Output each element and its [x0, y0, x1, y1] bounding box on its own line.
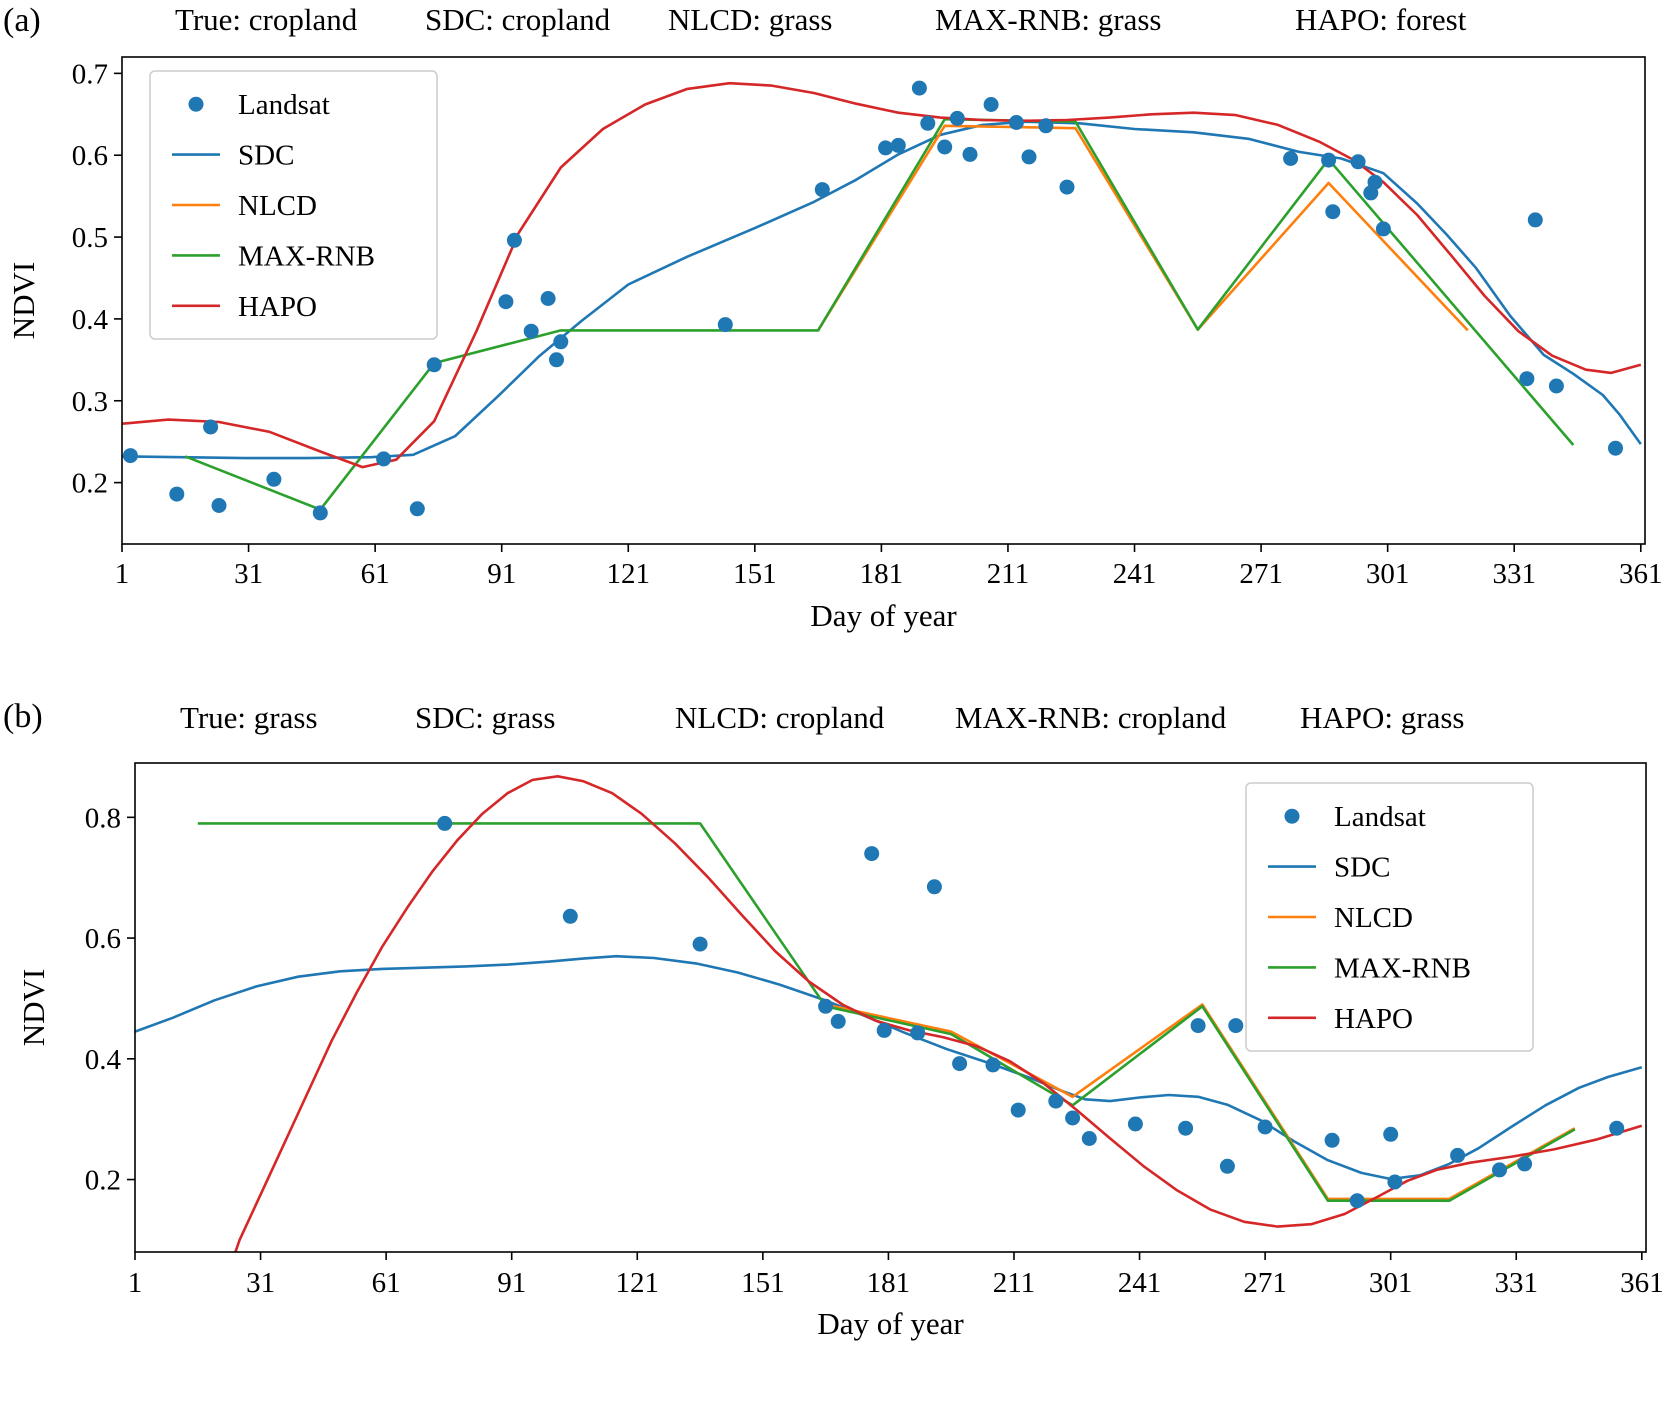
y-axis-ticks: 0.2 0.4 0.6 0.8	[85, 802, 135, 1197]
x-tick-label: 61	[361, 558, 390, 590]
x-tick-label: 61	[372, 1267, 401, 1299]
x-axis-ticks: 1 31 61 91 121 151 181 211 241 271 301 331 361	[128, 1252, 1664, 1299]
x-tick-label: 121	[616, 1267, 660, 1299]
landsat-scatter-points	[122, 80, 1623, 521]
series-sdc-line	[122, 120, 1642, 460]
panel-a-label: (a)	[3, 2, 41, 39]
y-tick-label: 0.4	[85, 1044, 122, 1076]
panel-b-hapo-class: HAPO: grass	[1300, 700, 1465, 735]
plot-border	[134, 762, 1647, 1253]
legend: Landsat SDC NLCD MAX-RNB HAPO	[1245, 782, 1534, 1052]
x-tick-label: 241	[1113, 558, 1157, 590]
y-tick-label: 0.2	[85, 1165, 121, 1197]
legend-entry-label: Landsat	[1334, 801, 1426, 833]
panel-b-true-class: True: grass	[180, 700, 318, 735]
series-hapo-line	[234, 775, 1643, 1252]
legend-entry-label: NLCD	[1334, 902, 1413, 934]
legend-entry-label: HAPO	[1334, 1003, 1413, 1035]
y-axis-label: NDVI	[6, 262, 41, 340]
panel-a-nlcd-class: NLCD: grass	[668, 2, 833, 37]
x-axis-ticks: 1 31 61 91 121 151 181 211 241 271 301 331 361	[115, 544, 1663, 590]
panel-a-maxrnb-class: MAX-RNB: grass	[935, 2, 1162, 37]
legend-entry-label: MAX-RNB	[238, 240, 375, 272]
legend-entry-label: MAX-RNB	[1334, 952, 1471, 984]
x-axis-label: Day of year	[817, 1306, 964, 1341]
x-axis-label: Day of year	[810, 598, 957, 633]
y-tick-label: 0.6	[72, 140, 108, 172]
chart-a-canvas: 1 31 61 91 121 151 181 211 241 271 301 331 361 0.2 0.3…	[6, 56, 1663, 633]
panel-b-label: (b)	[3, 698, 43, 735]
x-tick-label: 361	[1620, 1267, 1664, 1299]
legend-entry-label: Landsat	[238, 89, 330, 121]
panel-b-sdc-class: SDC: grass	[415, 700, 556, 735]
x-tick-label: 91	[497, 1267, 526, 1299]
y-tick-label: 0.5	[72, 222, 108, 254]
x-tick-label: 361	[1619, 558, 1663, 590]
series-max-rnb-line	[184, 117, 1575, 511]
legend-entry-label: HAPO	[238, 291, 317, 323]
legend-entry-label: SDC	[1334, 852, 1390, 884]
chart-b-canvas: 1 31 61 91 121 151 181 211 241 271 301 331 361 0.2 0.4…	[16, 762, 1664, 1341]
x-tick-label: 31	[234, 558, 263, 590]
y-tick-label: 0.3	[72, 386, 108, 418]
y-tick-label: 0.7	[72, 58, 108, 90]
x-tick-label: 331	[1492, 558, 1536, 590]
legend-entry-label: NLCD	[238, 190, 317, 222]
y-axis-ticks: 0.2 0.3 0.4 0.5 0.6 0.7	[72, 58, 122, 500]
legend-dot-marker	[1284, 808, 1300, 824]
series-nlcd-line	[816, 124, 1469, 332]
y-tick-label: 0.6	[85, 923, 121, 955]
x-tick-label: 1	[128, 1267, 143, 1299]
x-tick-label: 91	[487, 558, 516, 590]
series-hapo-line	[122, 81, 1642, 469]
panel-a-hapo-class: HAPO: forest	[1295, 2, 1467, 37]
x-tick-label: 301	[1369, 1267, 1413, 1299]
x-tick-label: 121	[607, 558, 651, 590]
y-tick-label: 0.4	[72, 304, 109, 336]
legend-box	[1245, 782, 1534, 1052]
plot-area	[122, 80, 1642, 521]
plot-area	[135, 775, 1643, 1252]
x-tick-label: 31	[246, 1267, 275, 1299]
x-tick-label: 241	[1118, 1267, 1162, 1299]
x-tick-label: 151	[741, 1267, 785, 1299]
x-tick-label: 331	[1494, 1267, 1538, 1299]
legend-dot-marker	[188, 96, 204, 112]
legend-entry-label: SDC	[238, 140, 294, 172]
legend: Landsat SDC NLCD MAX-RNB HAPO	[149, 70, 438, 340]
x-tick-label: 211	[993, 1267, 1035, 1299]
panel-a-true-class: True: cropland	[175, 2, 358, 37]
x-tick-label: 1	[115, 558, 130, 590]
panel-a-sdc-class: SDC: cropland	[425, 2, 611, 37]
x-tick-label: 301	[1366, 558, 1410, 590]
x-tick-label: 271	[1239, 558, 1283, 590]
x-tick-label: 271	[1243, 1267, 1287, 1299]
y-axis-label: NDVI	[16, 969, 51, 1047]
landsat-scatter-points	[437, 815, 1625, 1209]
x-tick-label: 181	[867, 1267, 911, 1299]
legend-box	[149, 70, 438, 340]
y-tick-label: 0.2	[72, 468, 108, 500]
series-nlcd-line	[825, 1003, 1576, 1201]
x-tick-label: 211	[987, 558, 1029, 590]
y-tick-label: 0.8	[85, 802, 121, 834]
x-tick-label: 181	[860, 558, 904, 590]
x-tick-label: 151	[733, 558, 777, 590]
panel-b-maxrnb-class: MAX-RNB: cropland	[955, 700, 1227, 735]
plot-border	[121, 56, 1646, 545]
panel-b-nlcd-class: NLCD: cropland	[675, 700, 885, 735]
